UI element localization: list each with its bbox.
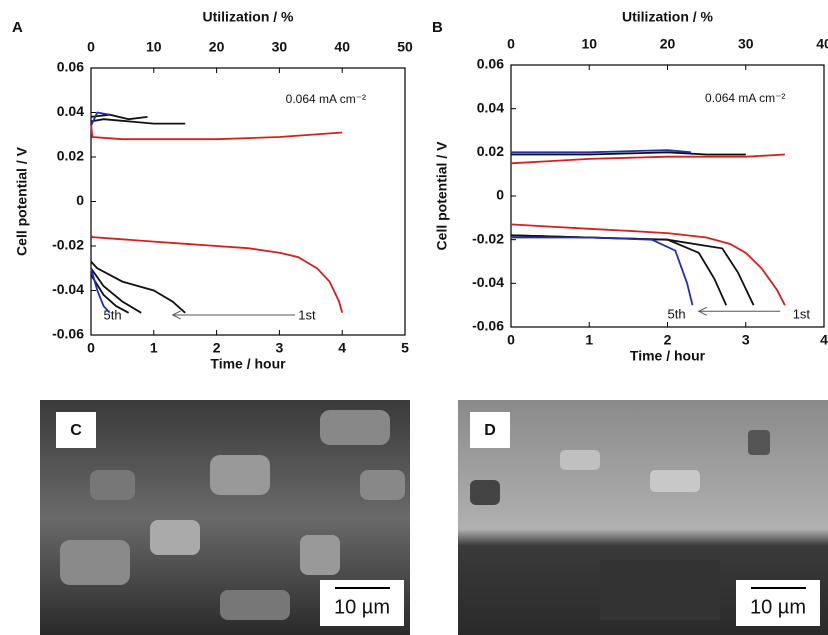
data-line [510, 223, 786, 306]
data-line [90, 234, 344, 314]
y-tick-label: 0.06 [477, 56, 504, 72]
sem-image-c [40, 400, 410, 635]
y-tick-label: -0.04 [472, 274, 504, 290]
data-line [90, 123, 343, 141]
x2-tick-label: 20 [660, 36, 676, 52]
x2-tick-label: 10 [146, 39, 162, 55]
y-tick-label: 0.04 [477, 99, 504, 115]
y-tick-label: -0.02 [472, 230, 504, 246]
x-axis-label: Time / hour [630, 348, 706, 364]
panel-label: C [70, 422, 82, 439]
first-label: 1st [793, 307, 811, 322]
annotation: 0.064 mA cm⁻² [705, 91, 785, 105]
x-tick-label: 4 [820, 332, 828, 348]
sem-image-d [458, 400, 828, 635]
panel-label: D [484, 422, 496, 439]
x2-tick-label: 30 [272, 39, 288, 55]
y-tick-label: 0.06 [57, 59, 84, 75]
y-tick-label: 0 [76, 192, 84, 208]
x-tick-label: 3 [276, 340, 284, 356]
x2-tick-label: 20 [209, 39, 225, 55]
data-line [90, 267, 142, 314]
y-tick-label: -0.04 [52, 281, 84, 297]
y-axis-label: Cell potential / V [14, 146, 30, 256]
data-line [90, 268, 111, 314]
x-axis-label: Time / hour [210, 356, 286, 372]
x2-tick-label: 40 [334, 39, 350, 55]
data-line [510, 234, 728, 306]
x2-tick-label: 10 [581, 36, 597, 52]
data-line [510, 234, 755, 306]
plot-frame [90, 67, 406, 336]
panel-label: B [432, 19, 443, 36]
y-tick-label: 0.02 [57, 148, 84, 164]
x-tick-label: 3 [742, 332, 750, 348]
x2-tick-label: 0 [507, 36, 515, 52]
panel-label-box [56, 412, 96, 448]
x-tick-label: 4 [338, 340, 346, 356]
y-tick-label: -0.02 [52, 237, 84, 253]
y-tick-label: 0.04 [57, 103, 84, 119]
x-tick-label: 2 [664, 332, 672, 348]
x-tick-label: 5 [401, 340, 409, 356]
y-tick-label: 0.02 [477, 143, 504, 159]
data-line [90, 111, 110, 127]
panel-label-box [470, 412, 510, 448]
x-tick-label: 0 [507, 332, 515, 348]
x-tick-label: 0 [87, 340, 95, 356]
arrow-head [171, 310, 181, 320]
x2-axis-label: Utilization / % [622, 9, 714, 25]
data-line [511, 236, 694, 306]
last-label: 5th [668, 307, 686, 322]
scale-bar-label: 10 µm [750, 596, 806, 618]
x2-tick-label: 50 [397, 39, 413, 55]
data-line [511, 149, 692, 154]
data-line [90, 113, 148, 121]
x-tick-label: 1 [150, 340, 158, 356]
x-tick-label: 2 [213, 340, 221, 356]
y-tick-label: 0 [496, 187, 504, 203]
y-tick-label: -0.06 [472, 318, 504, 334]
x2-tick-label: 40 [816, 36, 828, 52]
data-line [511, 151, 746, 156]
x2-tick-label: 0 [87, 39, 95, 55]
panel-label: A [12, 19, 23, 36]
first-label: 1st [298, 308, 316, 323]
x2-tick-label: 30 [738, 36, 754, 52]
scale-bar-label: 10 µm [334, 596, 390, 618]
y-tick-label: -0.06 [52, 326, 84, 342]
data-line [90, 260, 186, 314]
y-axis-label: Cell potential / V [434, 141, 450, 251]
arrow-head [697, 306, 708, 316]
annotation: 0.064 mA cm⁻² [286, 92, 366, 106]
data-line [90, 274, 130, 314]
data-line [510, 153, 785, 165]
x-tick-label: 1 [585, 332, 593, 348]
x2-axis-label: Utilization / % [203, 9, 295, 25]
data-line [90, 118, 186, 125]
